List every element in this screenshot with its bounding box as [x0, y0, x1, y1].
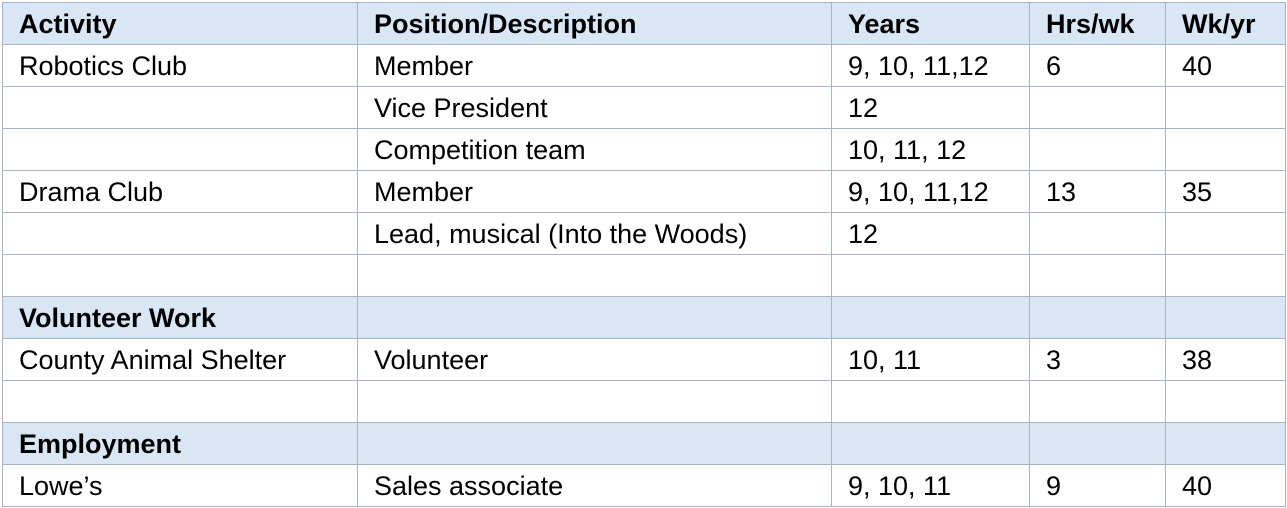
cell-activity: Lowe’s: [2, 464, 358, 507]
cell-activity: [2, 254, 358, 297]
table-row: Lowe’s Sales associate 9, 10, 11 9 40: [2, 464, 1286, 507]
cell-position: Member: [357, 170, 832, 213]
cell-years: 10, 11: [831, 338, 1030, 381]
cell-years: [831, 254, 1030, 297]
section-row-volunteer-work: Volunteer Work: [2, 296, 1286, 339]
cell-activity: [2, 86, 358, 129]
cell-activity: Drama Club: [2, 170, 358, 213]
cell-hrs-wk: [1029, 128, 1166, 171]
table-row-empty: [2, 380, 1286, 423]
header-hrs-per-week: Hrs/wk: [1029, 2, 1166, 45]
cell-wk-yr: 40: [1165, 44, 1286, 87]
section-cell: [831, 422, 1030, 465]
cell-hrs-wk: [1029, 86, 1166, 129]
cell-wk-yr: [1165, 128, 1286, 171]
table-row: County Animal Shelter Volunteer 10, 11 3…: [2, 338, 1286, 381]
cell-years: 12: [831, 86, 1030, 129]
cell-wk-yr: 38: [1165, 338, 1286, 381]
section-cell: [1165, 422, 1286, 465]
section-title: Volunteer Work: [2, 296, 358, 339]
cell-years: [831, 380, 1030, 423]
cell-activity: [2, 380, 358, 423]
cell-hrs-wk: 3: [1029, 338, 1166, 381]
cell-wk-yr: [1165, 380, 1286, 423]
cell-wk-yr: 35: [1165, 170, 1286, 213]
cell-position: Volunteer: [357, 338, 832, 381]
section-cell: [1029, 422, 1166, 465]
table-row: Vice President 12: [2, 86, 1286, 129]
header-position-description: Position/Description: [357, 2, 832, 45]
cell-wk-yr: [1165, 212, 1286, 255]
section-cell: [831, 296, 1030, 339]
cell-years: 10, 11, 12: [831, 128, 1030, 171]
cell-position: Sales associate: [357, 464, 832, 507]
cell-hrs-wk: 9: [1029, 464, 1166, 507]
cell-activity: Robotics Club: [2, 44, 358, 87]
cell-position: [357, 380, 832, 423]
header-years: Years: [831, 2, 1030, 45]
cell-position: Member: [357, 44, 832, 87]
cell-wk-yr: [1165, 86, 1286, 129]
table-row: Drama Club Member 9, 10, 11,12 13 35: [2, 170, 1286, 213]
cell-hrs-wk: 6: [1029, 44, 1166, 87]
cell-position: Competition team: [357, 128, 832, 171]
header-activity: Activity: [2, 2, 358, 45]
cell-hrs-wk: 13: [1029, 170, 1166, 213]
section-cell: [1029, 296, 1166, 339]
cell-years: 9, 10, 11,12: [831, 170, 1030, 213]
cell-years: 12: [831, 212, 1030, 255]
header-weeks-per-year: Wk/yr: [1165, 2, 1286, 45]
cell-years: 9, 10, 11,12: [831, 44, 1030, 87]
cell-hrs-wk: [1029, 254, 1166, 297]
cell-activity: County Animal Shelter: [2, 338, 358, 381]
cell-position: Lead, musical (Into the Woods): [357, 212, 832, 255]
table-row: Competition team 10, 11, 12: [2, 128, 1286, 171]
cell-years: 9, 10, 11: [831, 464, 1030, 507]
cell-hrs-wk: [1029, 212, 1166, 255]
section-cell: [1165, 296, 1286, 339]
cell-wk-yr: [1165, 254, 1286, 297]
section-cell: [357, 422, 832, 465]
cell-position: Vice President: [357, 86, 832, 129]
section-row-employment: Employment: [2, 422, 1286, 465]
cell-hrs-wk: [1029, 380, 1166, 423]
cell-activity: [2, 212, 358, 255]
section-cell: [357, 296, 832, 339]
cell-activity: [2, 128, 358, 171]
table-row: Robotics Club Member 9, 10, 11,12 6 40: [2, 44, 1286, 87]
header-row: Activity Position/Description Years Hrs/…: [2, 2, 1286, 45]
cell-position: [357, 254, 832, 297]
section-title: Employment: [2, 422, 358, 465]
table-row-empty: [2, 254, 1286, 297]
cell-wk-yr: 40: [1165, 464, 1286, 507]
table-row: Lead, musical (Into the Woods) 12: [2, 212, 1286, 255]
